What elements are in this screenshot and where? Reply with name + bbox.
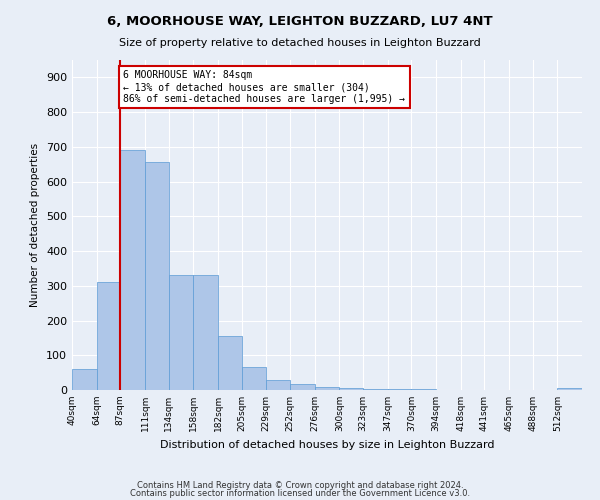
Bar (121, 150, 145, 390)
Bar (193, 276, 218, 390)
Y-axis label: Number of detached properties: Number of detached properties (31, 143, 40, 307)
Bar (242, 368, 266, 390)
Bar (218, 336, 242, 390)
Bar (169, 276, 193, 390)
Bar (72, 369, 97, 390)
Bar (266, 380, 290, 390)
Text: 6 MOORHOUSE WAY: 84sqm
← 13% of detached houses are smaller (304)
86% of semi-de: 6 MOORHOUSE WAY: 84sqm ← 13% of detached… (124, 70, 406, 104)
Bar (340, 388, 363, 390)
Bar (145, 162, 169, 390)
Text: Contains HM Land Registry data © Crown copyright and database right 2024.: Contains HM Land Registry data © Crown c… (137, 480, 463, 490)
Bar (557, 388, 582, 390)
Bar (290, 384, 314, 390)
Bar (97, 282, 121, 390)
Bar (363, 389, 388, 390)
Bar (314, 386, 340, 390)
Text: 6, MOORHOUSE WAY, LEIGHTON BUZZARD, LU7 4NT: 6, MOORHOUSE WAY, LEIGHTON BUZZARD, LU7 … (107, 15, 493, 28)
Text: Contains public sector information licensed under the Government Licence v3.0.: Contains public sector information licen… (130, 489, 470, 498)
Text: Size of property relative to detached houses in Leighton Buzzard: Size of property relative to detached ho… (119, 38, 481, 48)
X-axis label: Distribution of detached houses by size in Leighton Buzzard: Distribution of detached houses by size … (160, 440, 494, 450)
